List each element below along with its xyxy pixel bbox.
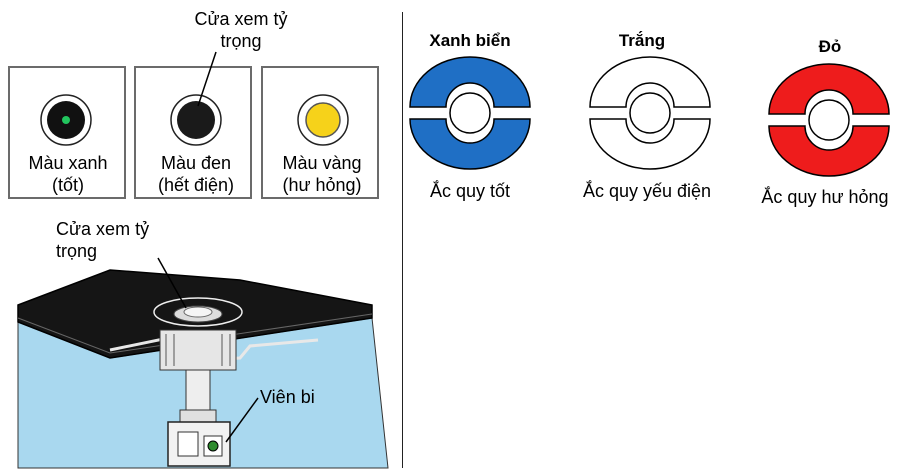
legend-caption-red: Ắc quy hư hỏng (761, 187, 889, 207)
legend-caption-white: Ắc quy yếu điện (582, 181, 712, 201)
legend-caption-blue: Ắc quy tốt (429, 181, 511, 201)
indicator-green-icon (40, 94, 92, 146)
indicator-label-black: Màu đen (hết điện) (157, 153, 235, 195)
legend-title-white: Trắng (618, 31, 666, 50)
ring-white-icon (589, 56, 711, 170)
ring-blue-icon (409, 56, 531, 170)
panel-divider (402, 12, 403, 468)
indicator-black-icon (170, 94, 222, 146)
indicator-label-yellow: Màu vàng (hư hỏng) (282, 153, 362, 195)
callout-density-window-top: Cửa xem tỷ trọng (194, 9, 288, 51)
legend-title-red: Đỏ (818, 37, 842, 56)
legend-title-blue: Xanh biển (429, 31, 511, 50)
ring-red-icon (768, 63, 890, 177)
indicator-box-yellow (261, 66, 379, 199)
callout-density-window-bottom: Cửa xem tỷ trọng (56, 219, 150, 261)
battery-cutaway-illustration (17, 257, 389, 469)
ball-label: Viên bi (260, 387, 315, 407)
indicator-box-black (134, 66, 252, 199)
indicator-box-green (8, 66, 126, 199)
indicator-label-green: Màu xanh (tốt) (28, 153, 108, 195)
indicator-yellow-icon (297, 94, 349, 146)
